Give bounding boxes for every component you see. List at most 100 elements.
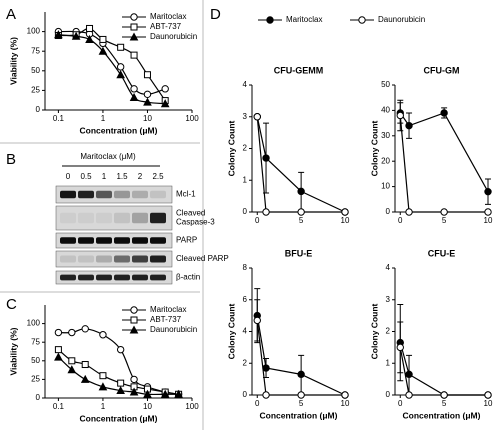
- y-tick-label: 50: [31, 66, 40, 75]
- band: [114, 274, 130, 281]
- y-tick-label: 4: [386, 263, 391, 272]
- point: [341, 391, 349, 399]
- point: [80, 374, 90, 383]
- point: [99, 372, 107, 380]
- x-tick-label: 10: [341, 216, 350, 225]
- point: [116, 386, 125, 395]
- point: [81, 325, 89, 333]
- x-axis-label: Concentration (μM): [80, 125, 158, 135]
- x-tick-label: 10: [484, 399, 493, 408]
- y-tick-label: 0: [386, 207, 391, 216]
- row-label: Cleaved: [176, 209, 205, 218]
- point: [396, 111, 404, 120]
- point: [396, 343, 404, 352]
- y-tick-label: 10: [381, 182, 390, 191]
- y-axis-label: Colony Count: [226, 303, 236, 359]
- band: [60, 237, 76, 244]
- point: [143, 90, 152, 99]
- band: [132, 255, 148, 263]
- y-tick-label: 25: [31, 375, 40, 384]
- band: [132, 237, 148, 244]
- point: [68, 357, 76, 365]
- y-tick-label: 25: [31, 86, 40, 95]
- band: [96, 212, 112, 224]
- y-tick-label: 3: [243, 112, 248, 121]
- x-tick-label: 5: [442, 216, 447, 225]
- point: [116, 345, 125, 354]
- legend-marker: [129, 325, 139, 334]
- blot-title: Maritoclax (μM): [80, 152, 136, 161]
- row-label: β-actin: [176, 273, 200, 282]
- legend-marker: [266, 16, 274, 24]
- y-axis-label: Colony Count: [226, 120, 236, 176]
- band: [114, 237, 130, 244]
- y-tick-label: 1: [386, 358, 391, 367]
- x-tick-label: 100: [185, 402, 199, 411]
- point: [130, 51, 138, 59]
- series-line: [256, 320, 345, 396]
- band: [78, 237, 94, 244]
- series-line: [256, 315, 346, 396]
- x-tick-label: 10: [484, 216, 493, 225]
- legend-label: Daunorubicin: [150, 32, 197, 41]
- legend-label: ABT-737: [150, 22, 182, 31]
- row-label: Mcl-1: [176, 190, 196, 199]
- y-tick-label: 30: [381, 131, 390, 140]
- point: [341, 208, 349, 216]
- blot-strip: [55, 185, 173, 204]
- y-tick-label: 2: [386, 327, 391, 336]
- lane-label: 0.5: [80, 172, 92, 181]
- y-tick-label: 3: [386, 295, 391, 304]
- y-tick-label: 0: [386, 390, 391, 399]
- x-tick-label: 10: [143, 402, 152, 411]
- panel-label: A: [6, 6, 16, 23]
- band: [150, 255, 166, 263]
- y-tick-label: 75: [31, 46, 40, 55]
- point: [161, 85, 169, 93]
- x-tick-label: 5: [442, 399, 447, 408]
- lane-label: 1.5: [116, 172, 128, 181]
- lane-label: 2.5: [152, 172, 164, 181]
- lane-label: 2: [138, 172, 143, 181]
- legend-label: Maritoclax: [150, 12, 186, 21]
- x-tick-label: 0.1: [53, 114, 65, 123]
- band: [132, 274, 148, 281]
- series-line: [399, 115, 488, 213]
- band: [114, 190, 130, 199]
- x-tick-label: 0: [255, 399, 260, 408]
- row-label: Cleaved PARP: [176, 254, 229, 263]
- lane-label: 0: [66, 172, 71, 181]
- point: [54, 328, 63, 337]
- band: [150, 212, 166, 224]
- x-tick-label: 5: [299, 216, 304, 225]
- x-tick-label: 5: [299, 399, 304, 408]
- point: [54, 30, 63, 39]
- point: [174, 389, 183, 398]
- band: [150, 237, 166, 244]
- point: [143, 389, 152, 398]
- point: [99, 35, 107, 43]
- point: [54, 346, 62, 354]
- point: [116, 63, 125, 71]
- x-tick-label: 100: [185, 114, 199, 123]
- y-axis-label: Colony Count: [369, 120, 379, 176]
- legend-label: Maritoclax: [150, 305, 186, 314]
- point: [129, 387, 139, 396]
- legend-marker: [130, 306, 138, 314]
- point: [405, 370, 413, 379]
- x-tick-label: 0: [398, 399, 403, 408]
- band: [60, 190, 76, 199]
- point: [262, 391, 270, 399]
- band: [60, 212, 76, 224]
- point: [67, 365, 77, 374]
- band: [132, 190, 148, 199]
- chart-title: CFU-GEMM: [274, 65, 324, 75]
- point: [440, 109, 448, 117]
- y-tick-label: 50: [381, 80, 390, 89]
- point: [297, 370, 305, 379]
- y-tick-label: 100: [27, 319, 41, 328]
- band: [132, 212, 148, 224]
- point: [143, 97, 152, 106]
- point: [297, 391, 305, 399]
- point: [440, 208, 448, 216]
